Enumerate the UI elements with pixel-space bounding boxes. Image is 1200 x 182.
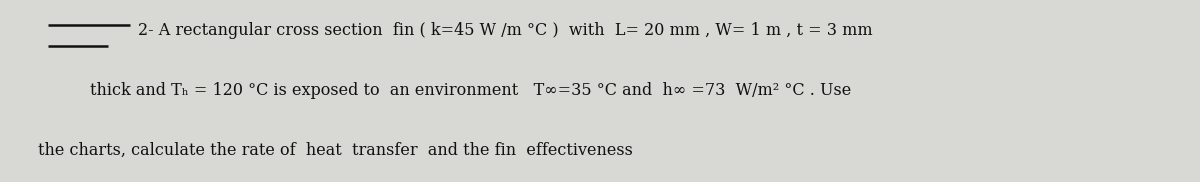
Text: 2- A rectangular cross section  fin ( k=45 W /m °C )  with  L= 20 mm , W= 1 m , : 2- A rectangular cross section fin ( k=4… — [138, 22, 872, 39]
Text: the charts, calculate the rate of  heat  transfer  and the fin  effectiveness: the charts, calculate the rate of heat t… — [38, 142, 634, 159]
Text: thick and Tₕ = 120 °C is exposed to  an environment   T∞=35 °C and  h∞ =73  W/m²: thick and Tₕ = 120 °C is exposed to an e… — [90, 82, 851, 99]
